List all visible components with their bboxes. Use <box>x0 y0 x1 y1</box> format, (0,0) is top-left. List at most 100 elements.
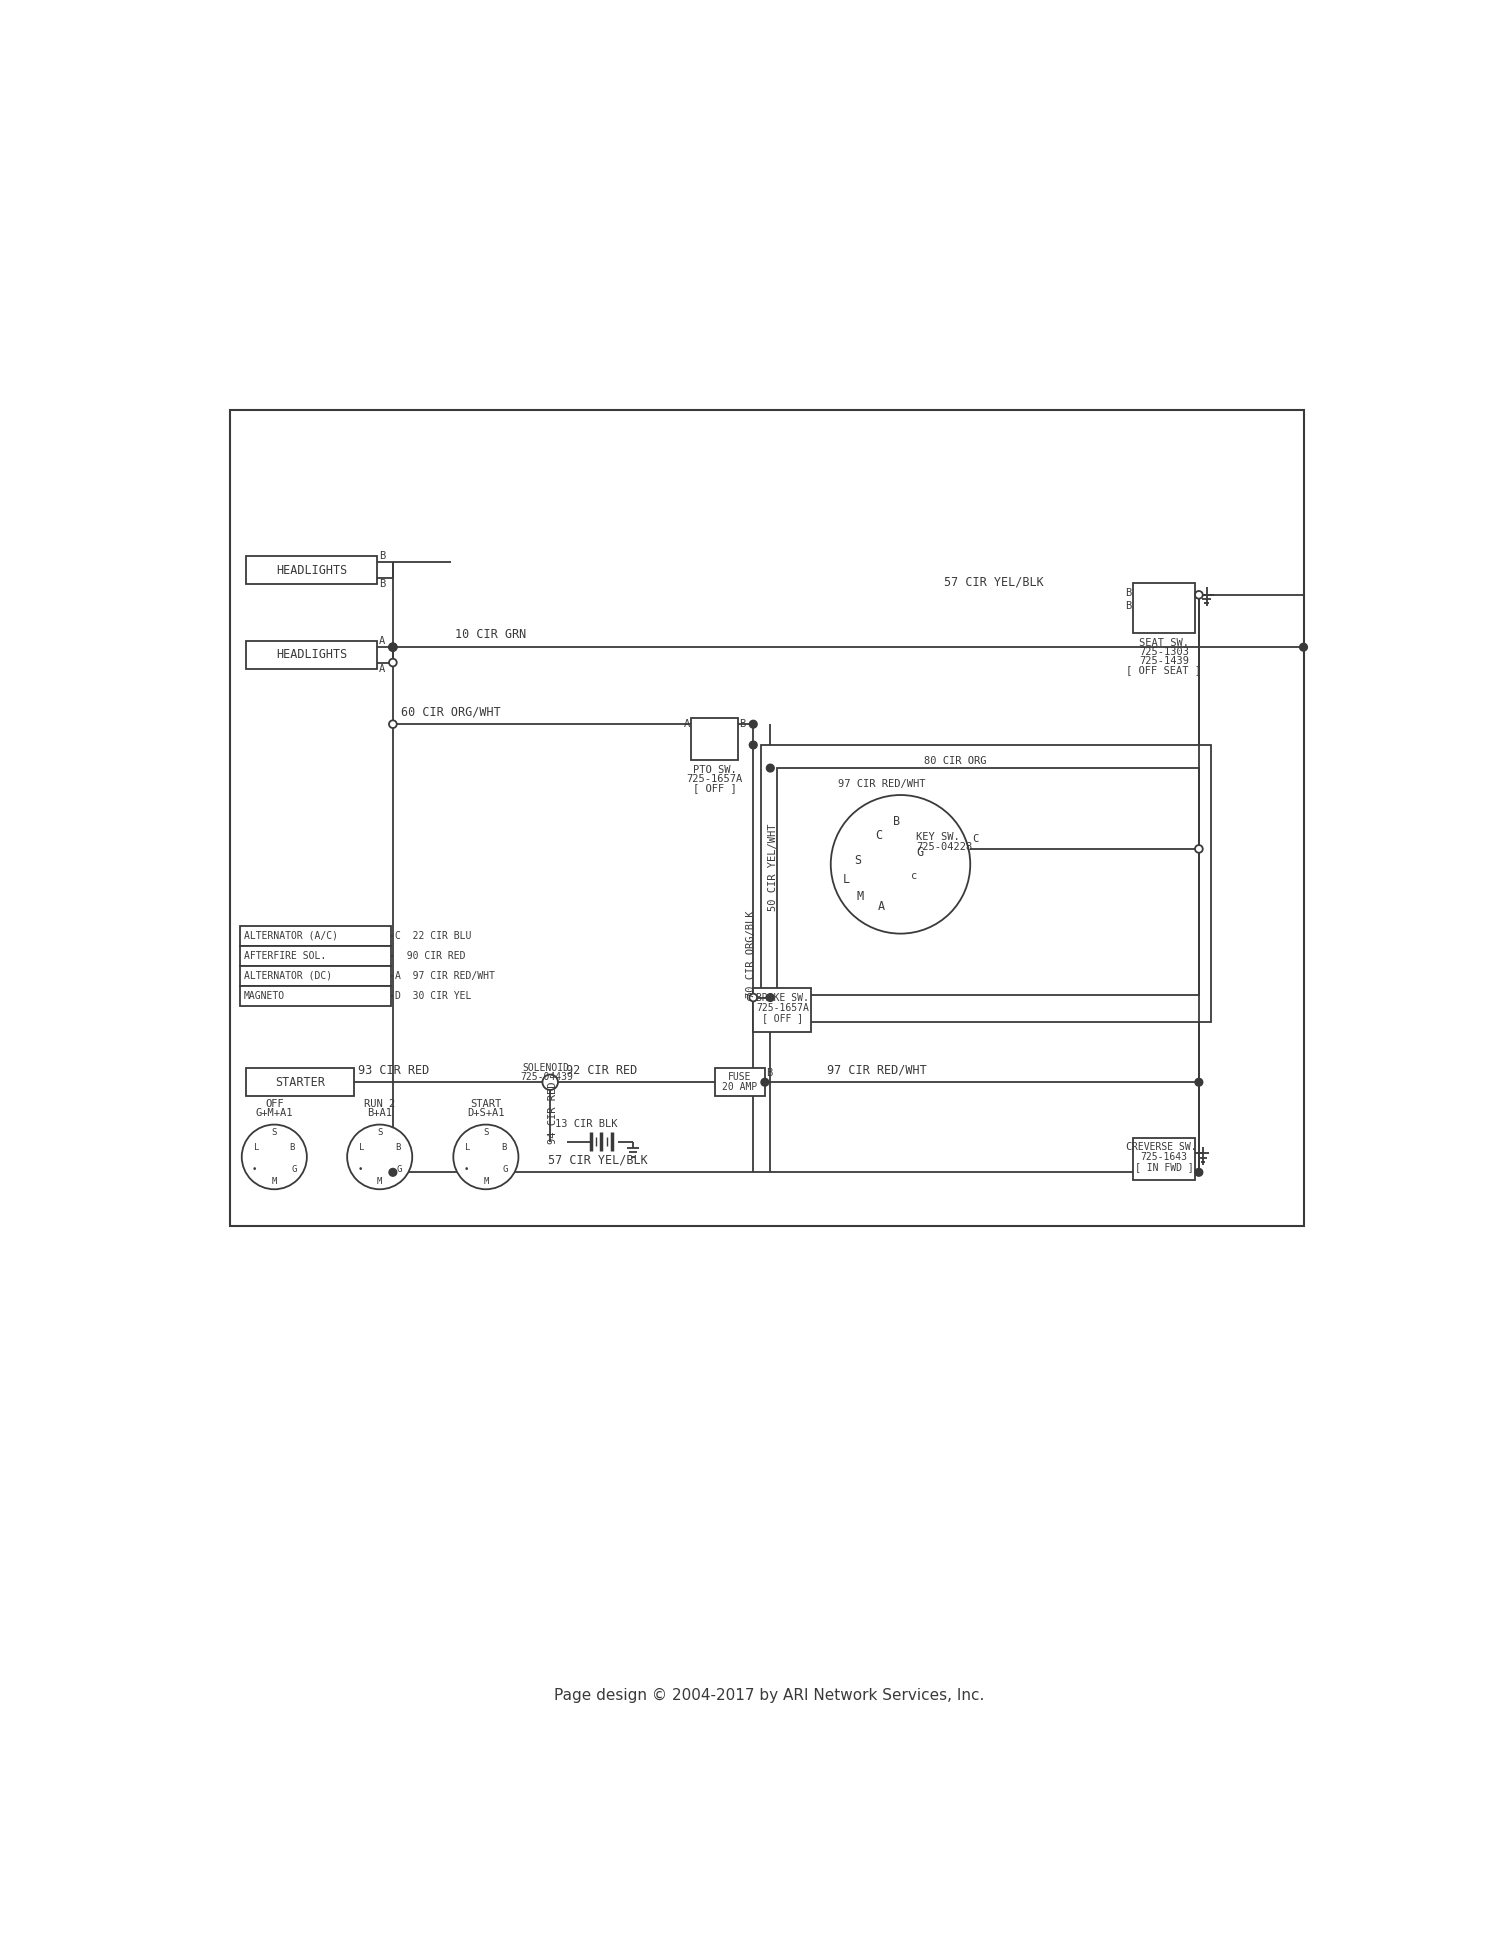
Text: REVERSE SW.: REVERSE SW. <box>1131 1141 1197 1151</box>
Text: c: c <box>912 872 918 881</box>
Bar <box>1132 582 1196 633</box>
Text: L: L <box>358 1143 364 1151</box>
Bar <box>714 1068 765 1097</box>
Text: PTO SW.: PTO SW. <box>693 765 736 774</box>
Text: RUN 2: RUN 2 <box>364 1099 396 1108</box>
Bar <box>1132 1137 1196 1180</box>
Bar <box>777 769 1198 996</box>
Text: [ IN FWD ]: [ IN FWD ] <box>1134 1163 1194 1172</box>
Circle shape <box>388 1168 396 1176</box>
Text: G: G <box>291 1165 297 1174</box>
Text: [ OFF ]: [ OFF ] <box>693 782 736 794</box>
Text: 725-1657A: 725-1657A <box>687 774 742 784</box>
Text: A: A <box>684 720 690 730</box>
Text: 725-1657A: 725-1657A <box>756 1003 808 1013</box>
Text: G: G <box>396 1165 402 1174</box>
Text: HEADLIGHTS: HEADLIGHTS <box>276 648 346 662</box>
Circle shape <box>750 741 758 749</box>
Text: B: B <box>501 1143 507 1151</box>
Bar <box>246 557 378 584</box>
Text: B: B <box>380 551 386 561</box>
Text: [ OFF SEAT ]: [ OFF SEAT ] <box>1126 666 1202 675</box>
Circle shape <box>242 1124 308 1190</box>
Text: 725-1643: 725-1643 <box>1140 1151 1188 1163</box>
Text: 725-1303: 725-1303 <box>1138 646 1190 656</box>
Text: C: C <box>972 835 978 844</box>
Text: L: L <box>254 1143 260 1151</box>
Text: START: START <box>471 1099 501 1108</box>
Text: STARTER: STARTER <box>274 1075 326 1089</box>
Text: S: S <box>483 1128 489 1137</box>
Text: 80 CIR ORG: 80 CIR ORG <box>924 755 987 767</box>
Text: 725-04228: 725-04228 <box>916 842 972 852</box>
Circle shape <box>766 765 774 773</box>
Bar <box>760 745 1210 1023</box>
Text: AFTERFIRE SOL.: AFTERFIRE SOL. <box>244 951 327 961</box>
Circle shape <box>1196 1168 1203 1176</box>
Text: 93 CIR RED: 93 CIR RED <box>358 1064 429 1077</box>
Text: BRAKE SW.: BRAKE SW. <box>756 994 808 1003</box>
Text: C: C <box>746 992 752 1003</box>
Text: L: L <box>843 873 850 887</box>
Circle shape <box>750 994 758 1002</box>
Text: 94 CIR RED: 94 CIR RED <box>548 1081 558 1143</box>
Text: OFF: OFF <box>266 1099 284 1108</box>
Bar <box>753 988 812 1033</box>
Text: A  97 CIR RED/WHT: A 97 CIR RED/WHT <box>394 970 495 980</box>
Circle shape <box>1299 642 1308 650</box>
Bar <box>240 986 392 1005</box>
Bar <box>246 641 378 670</box>
Circle shape <box>766 994 774 1002</box>
Text: S: S <box>272 1128 278 1137</box>
Text: MAGNETO: MAGNETO <box>244 992 285 1002</box>
Text: SEAT SW.: SEAT SW. <box>1138 637 1190 648</box>
Text: B: B <box>290 1143 296 1151</box>
Text: B: B <box>766 1068 772 1079</box>
Text: 97 CIR RED/WHT: 97 CIR RED/WHT <box>827 1064 927 1077</box>
Text: M: M <box>376 1176 382 1186</box>
Text: A: A <box>380 635 386 646</box>
Text: B: B <box>380 580 386 590</box>
Text: SOLENOID: SOLENOID <box>524 1064 570 1073</box>
Text: 725-04439: 725-04439 <box>520 1071 573 1081</box>
Text: B: B <box>892 815 900 829</box>
Bar <box>240 945 392 967</box>
Circle shape <box>543 1075 558 1091</box>
Circle shape <box>388 720 396 728</box>
Circle shape <box>760 1079 768 1087</box>
Text: 70 CIR ORG/BLK: 70 CIR ORG/BLK <box>746 910 756 998</box>
Circle shape <box>388 642 396 650</box>
Circle shape <box>831 796 970 934</box>
Text: M: M <box>856 891 864 903</box>
Text: C  22 CIR BLU: C 22 CIR BLU <box>394 932 471 941</box>
Circle shape <box>388 642 396 650</box>
Text: 90 CIR RED: 90 CIR RED <box>394 951 465 961</box>
Circle shape <box>453 1124 519 1190</box>
Bar <box>240 967 392 986</box>
Text: •: • <box>357 1165 363 1174</box>
Text: [ OFF ]: [ OFF ] <box>762 1013 802 1023</box>
Text: L: L <box>465 1143 471 1151</box>
Text: C: C <box>1125 1141 1131 1151</box>
Text: 57 CIR YEL/BLK: 57 CIR YEL/BLK <box>548 1153 648 1167</box>
Circle shape <box>388 642 396 650</box>
Text: Page design © 2004-2017 by ARI Network Services, Inc.: Page design © 2004-2017 by ARI Network S… <box>554 1689 984 1704</box>
Circle shape <box>750 720 758 728</box>
Circle shape <box>346 1124 412 1190</box>
Circle shape <box>1196 1079 1203 1087</box>
Text: D+S+A1: D+S+A1 <box>466 1108 504 1118</box>
Text: 57 CIR YEL/BLK: 57 CIR YEL/BLK <box>944 576 1044 588</box>
Text: 60 CIR ORG/WHT: 60 CIR ORG/WHT <box>400 705 501 718</box>
Text: 20 AMP: 20 AMP <box>722 1081 758 1093</box>
Text: ALTERNATOR (A/C): ALTERNATOR (A/C) <box>244 932 338 941</box>
Text: 10 CIR GRN: 10 CIR GRN <box>454 629 526 641</box>
Text: 50 CIR YEL/WHT: 50 CIR YEL/WHT <box>768 823 777 910</box>
Text: G: G <box>503 1165 509 1174</box>
Text: ALTERNATOR (DC): ALTERNATOR (DC) <box>244 970 332 980</box>
Text: •: • <box>464 1165 470 1174</box>
Text: M: M <box>483 1176 489 1186</box>
Bar <box>692 718 738 761</box>
Text: G: G <box>916 846 924 860</box>
Bar <box>230 410 1304 1227</box>
Circle shape <box>1196 844 1203 852</box>
